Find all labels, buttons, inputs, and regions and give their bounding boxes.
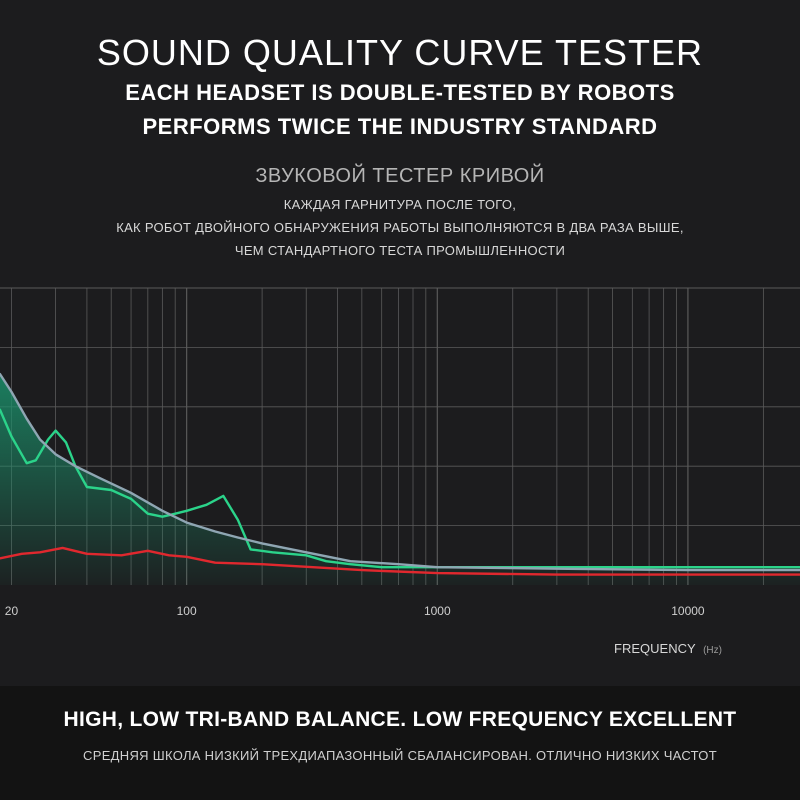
russian-line-3: ЧЕМ СТАНДАРТНОГО ТЕСТА ПРОМЫШЛЕННОСТИ	[234, 243, 566, 258]
series-layer	[0, 372, 800, 576]
russian-line-1: КАЖДАЯ ГАРНИТУРА ПОСЛЕ ТОГО,	[283, 197, 517, 212]
series-fill-area	[0, 374, 800, 585]
x-axis-unit: (Hz)	[703, 645, 722, 656]
x-axis-label-text: FREQUENCY	[614, 641, 696, 656]
x-tick-label: 100	[177, 604, 197, 618]
frequency-response-chart: 20 100 1000 10000 FREQUENCY (Hz)	[0, 287, 800, 656]
x-tick-label: 1000	[424, 604, 451, 618]
subtitle-line-1: EACH HEADSET IS DOUBLE-TESTED BY ROBOTS	[125, 80, 675, 105]
russian-line-2: КАК РОБОТ ДВОЙНОГО ОБНАРУЖЕНИЯ РАБОТЫ ВЫ…	[116, 220, 684, 235]
x-tick-label: 10000	[671, 604, 705, 618]
subtitle-line-2: PERFORMS TWICE THE INDUSTRY STANDARD	[142, 114, 658, 139]
series-line-red	[0, 546, 800, 576]
footer-russian: СРЕДНЯЯ ШКОЛА НИЗКИЙ ТРЕХДИАПАЗОННЫЙ СБА…	[83, 748, 717, 763]
x-tick-label: 20	[5, 604, 19, 618]
x-tick-labels: 20 100 1000 10000	[5, 604, 705, 618]
x-axis-label: FREQUENCY (Hz)	[614, 641, 722, 656]
series-line-grey	[0, 372, 800, 572]
footer-band	[0, 686, 800, 800]
footer-english: HIGH, LOW TRI-BAND BALANCE. LOW FREQUENC…	[63, 708, 737, 731]
page-title: SOUND QUALITY CURVE TESTER	[96, 32, 704, 73]
russian-title: ЗВУКОВОЙ ТЕСТЕР КРИВОЙ	[255, 165, 545, 187]
series-line-green	[0, 408, 800, 569]
